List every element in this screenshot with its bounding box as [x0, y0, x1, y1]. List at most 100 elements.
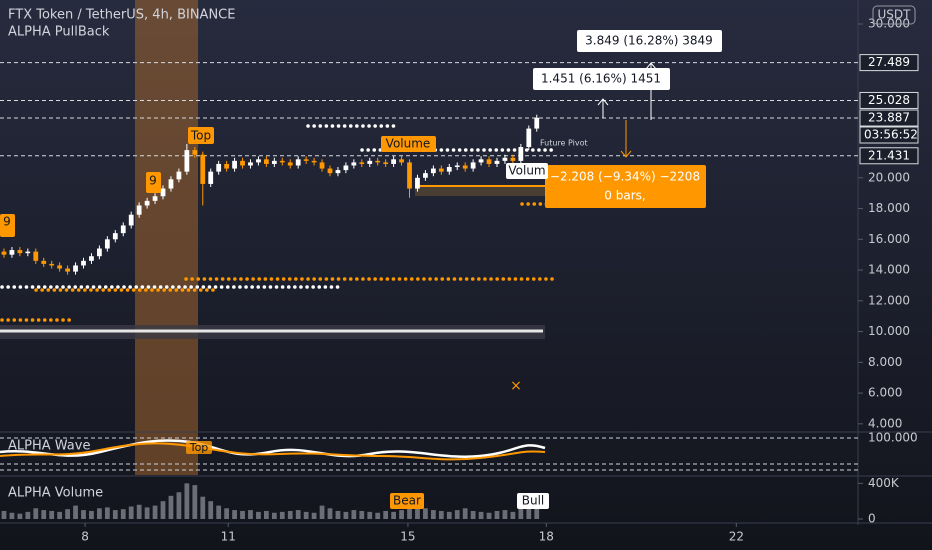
candle-body: [89, 256, 94, 261]
volume-bar: [287, 510, 293, 519]
candle-body: [295, 159, 301, 166]
candle-body: [248, 162, 253, 166]
candle-body: [184, 150, 190, 172]
candle-body: [144, 200, 150, 206]
volume-bar: [89, 510, 94, 519]
volume-bar: [128, 506, 134, 519]
y-tick-label: 4.000: [868, 416, 902, 430]
candle-body: [359, 162, 365, 164]
candle-body: [351, 162, 357, 166]
price-label-box: [859, 147, 919, 165]
marker-label: Bull: [522, 494, 545, 508]
marker-box: [188, 127, 214, 144]
volume-bar: [57, 511, 63, 519]
marker-box: [381, 136, 436, 152]
volume-bar: [41, 510, 47, 519]
marker-label: 9: [149, 174, 157, 188]
candle-body: [518, 147, 524, 161]
candle-body: [232, 160, 237, 169]
measure-label: −2.208 (−9.34%) −2208: [550, 170, 700, 184]
volume-tick-label: 400K: [868, 476, 900, 490]
volume-bar: [502, 510, 508, 519]
volume-bar: [112, 510, 118, 519]
candle-body: [423, 173, 428, 178]
candle-body: [1, 251, 7, 255]
candle-body: [367, 160, 373, 164]
candle-body: [264, 159, 269, 164]
zone: [415, 186, 545, 196]
volume-bar: [359, 510, 365, 519]
volume-bar: [462, 508, 468, 519]
candle-body: [279, 160, 285, 163]
currency-label[interactable]: USDT: [878, 8, 912, 22]
y-tick-label: 20.000: [868, 170, 910, 184]
volume-bar: [160, 501, 166, 519]
volume-bar: [303, 511, 309, 519]
volume-bar: [264, 510, 269, 519]
candle-body: [494, 160, 500, 164]
volume-bar: [200, 496, 206, 519]
candle-body: [33, 251, 39, 261]
price-label: 25.028: [868, 93, 910, 107]
volume-bar: [49, 510, 55, 519]
candle-body: [256, 159, 261, 163]
volume-tick-label: 0: [868, 512, 876, 526]
candle-body: [319, 162, 325, 169]
highlight-band: [135, 0, 198, 475]
volume-bar: [438, 510, 444, 519]
volume-bar: [81, 510, 86, 519]
volume-bar: [510, 511, 516, 519]
marker-box: [517, 493, 549, 509]
volume-bar: [73, 505, 78, 519]
candle-body: [136, 205, 142, 215]
candle-body: [407, 162, 412, 189]
currency-badge[interactable]: [872, 5, 916, 25]
volume-bar: [367, 511, 373, 519]
price-label-box: [859, 109, 919, 127]
pane-title: ALPHA Wave: [8, 439, 90, 454]
volume-bar: [120, 509, 126, 519]
candle-body: [65, 268, 70, 272]
candle-body: [73, 265, 78, 272]
candle-body: [415, 177, 420, 189]
price-label-box: [859, 54, 919, 72]
candle-body: [200, 154, 206, 184]
candle-body: [104, 239, 110, 249]
x-tick-label: 11: [221, 530, 236, 544]
candle-body: [112, 233, 118, 240]
volume-bar: [415, 502, 420, 519]
cross-marker: ×: [510, 378, 522, 394]
volume-bar: [192, 485, 198, 519]
candle-body: [446, 167, 452, 172]
volume-bar: [319, 505, 325, 519]
candle-body: [303, 159, 309, 161]
marker-label: 9: [3, 215, 11, 229]
candle-body: [438, 168, 444, 172]
candle-body: [271, 160, 277, 164]
wave-tick-label: 100.000: [868, 431, 918, 445]
candle-body: [208, 171, 214, 184]
candle-body: [287, 162, 293, 166]
price-label: 23.887: [868, 111, 910, 125]
volume-bar: [216, 505, 222, 519]
candle-body: [510, 157, 516, 161]
volume-bar: [470, 510, 476, 519]
y-tick-label: 12.000: [868, 293, 910, 307]
volume-bar: [327, 508, 333, 519]
candle-body: [41, 260, 47, 264]
candle-body: [486, 159, 492, 164]
y-tick-label: 14.000: [868, 263, 910, 277]
volume-bar: [208, 501, 214, 519]
volume-bar: [240, 510, 245, 519]
volume-bar: [184, 483, 190, 519]
candle-body: [526, 128, 532, 148]
price-label-box: [859, 91, 919, 109]
volume-bar: [399, 510, 404, 519]
marker-label: Top: [189, 441, 209, 454]
candle-body: [57, 265, 63, 269]
x-tick-label: 22: [729, 530, 744, 544]
candle-body: [430, 168, 436, 174]
volume-bar: [9, 512, 15, 519]
marker-label: Volum: [508, 164, 545, 178]
volume-bar: [33, 508, 39, 519]
